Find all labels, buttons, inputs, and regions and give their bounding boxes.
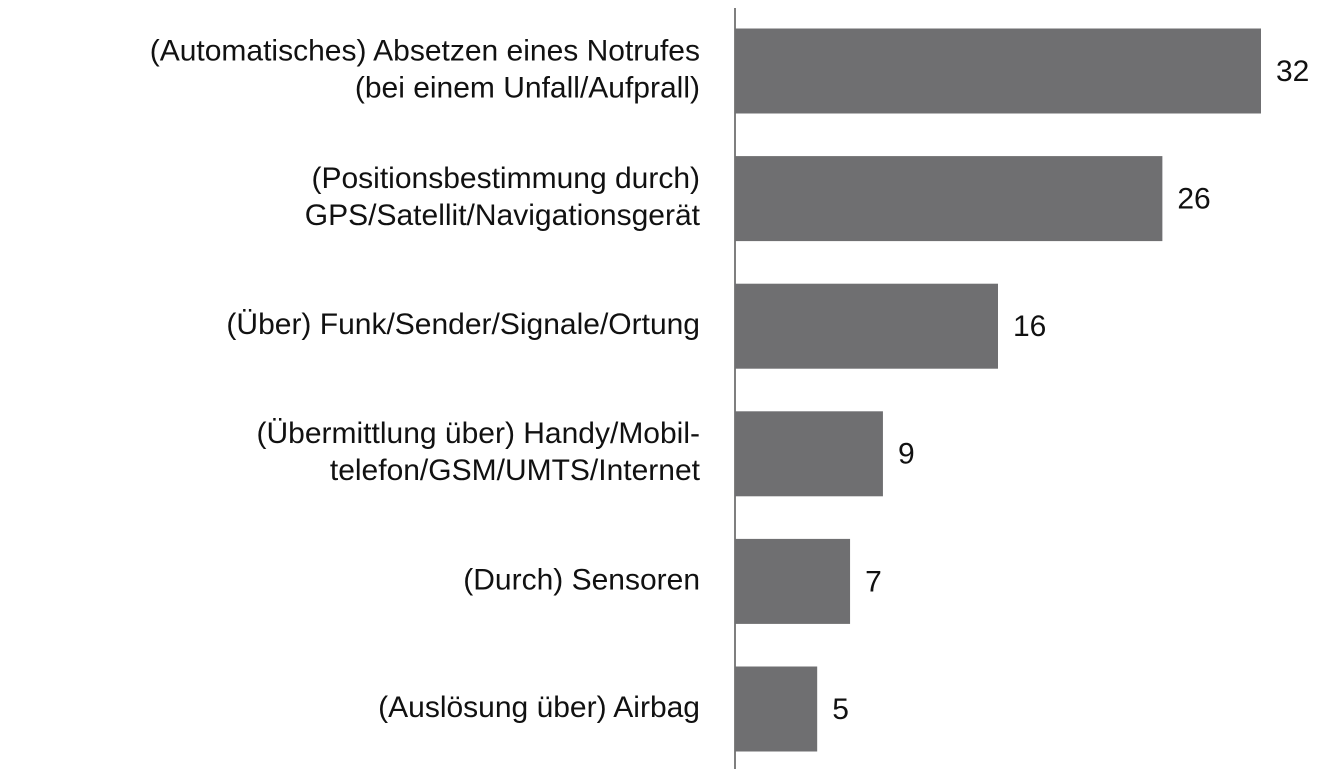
category-label: (Über) Funk/Sender/Signale/Ortung bbox=[226, 308, 700, 341]
category-label: (Positionsbestimmung durch) bbox=[312, 162, 701, 195]
category-label: (Durch) Sensoren bbox=[463, 563, 700, 596]
bar bbox=[735, 283, 998, 369]
bar bbox=[735, 666, 818, 752]
category-label: (bei einem Unfall/Aufprall) bbox=[355, 71, 700, 104]
value-label: 26 bbox=[1177, 183, 1210, 216]
value-label: 5 bbox=[832, 693, 849, 726]
bar bbox=[735, 538, 851, 624]
bar bbox=[735, 28, 1261, 114]
category-label: (Übermittlung über) Handy/Mobil- bbox=[257, 417, 701, 450]
category-label: telefon/GSM/UMTS/Internet bbox=[330, 454, 701, 487]
value-label: 9 bbox=[898, 438, 915, 471]
value-label: 16 bbox=[1013, 310, 1046, 343]
bar bbox=[735, 156, 1163, 242]
bar bbox=[735, 411, 883, 497]
category-label: GPS/Satellit/Navigationsgerät bbox=[305, 199, 701, 232]
category-label: (Auslösung über) Airbag bbox=[378, 691, 700, 724]
value-label: 32 bbox=[1276, 55, 1309, 88]
category-label: (Automatisches) Absetzen eines Notrufes bbox=[150, 34, 700, 67]
value-label: 7 bbox=[865, 565, 882, 598]
